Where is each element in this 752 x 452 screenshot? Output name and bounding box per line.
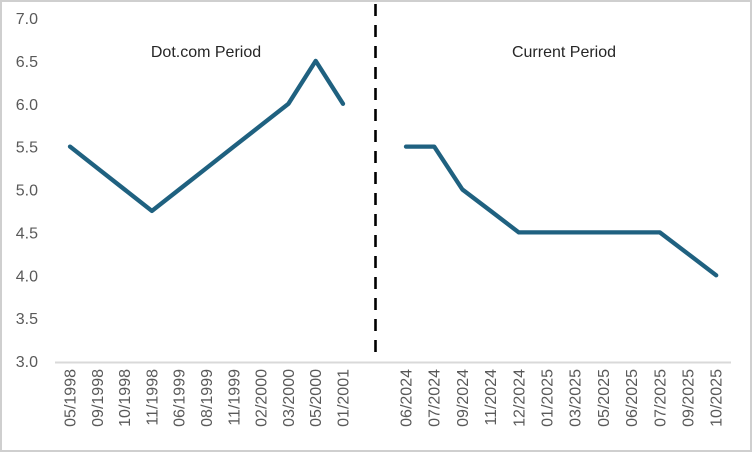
y-tick-label: 4.0	[16, 268, 38, 285]
x-tick-label: 06/2025	[624, 369, 641, 427]
x-tick-label: 03/2025	[568, 369, 585, 427]
x-tick-label: 10/2025	[709, 369, 726, 427]
current-series-line	[403, 144, 719, 278]
x-tick-label: 06/1999	[172, 369, 189, 427]
x-tick-label: 12/2024	[511, 369, 528, 427]
x-tick-label: 11/1998	[144, 369, 161, 426]
y-tick-label: 5.5	[16, 140, 38, 157]
x-tick-label: 05/1998	[63, 369, 80, 427]
y-tick-label: 6.5	[16, 54, 38, 71]
y-tick-label: 5.0	[16, 183, 38, 200]
x-tick-label: 01/2001	[336, 369, 353, 427]
x-tick-label: 02/2000	[254, 369, 271, 427]
x-tick-label: 03/2000	[281, 369, 298, 427]
x-tick-label: 07/2025	[652, 369, 669, 427]
x-tick-label: 01/2025	[540, 369, 557, 427]
x-tick-label: 09/1998	[90, 369, 107, 427]
current-period-annotation: Current Period	[512, 44, 616, 61]
series-layer	[67, 4, 719, 357]
y-tick-label: 4.5	[16, 225, 38, 242]
dotcom-period-annotation: Dot.com Period	[151, 44, 261, 61]
y-tick-label: 7.0	[16, 11, 38, 28]
x-tick-label: 11/1999	[226, 369, 243, 426]
x-tick-label: 09/2024	[455, 369, 472, 427]
x-tick-label: 09/2025	[681, 369, 698, 427]
x-tick-label: 05/2000	[308, 369, 325, 427]
dotcom-series-line	[67, 58, 346, 214]
x-tick-label: 11/2024	[483, 369, 500, 426]
y-tick-label: 3.5	[16, 311, 38, 328]
axis-layer: 7.0 6.5 6.0 5.5 5.0 4.5 4.0 3.5 3.0 05/1998 09/199…	[16, 11, 731, 427]
x-tick-label: 07/2024	[427, 369, 444, 427]
x-tick-label: 05/2025	[596, 369, 613, 427]
x-tick-label: 10/1998	[117, 369, 134, 427]
y-tick-label: 3.0	[16, 354, 38, 371]
x-tick-label: 06/2024	[399, 369, 416, 427]
x-tick-label: 08/1999	[199, 369, 216, 427]
y-tick-label: 6.0	[16, 97, 38, 114]
